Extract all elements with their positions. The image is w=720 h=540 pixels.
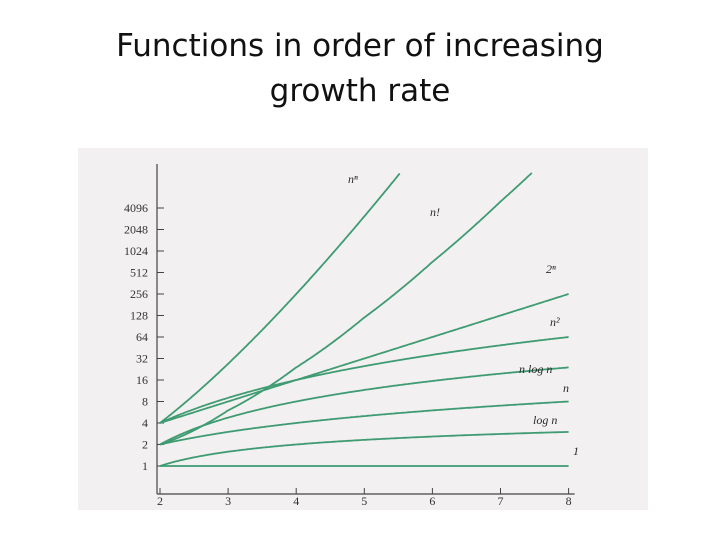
series-label-1: 1 [573, 444, 579, 458]
y-tick-label-11: 2048 [124, 223, 148, 237]
series-label-2-n: 2ⁿ [546, 262, 556, 276]
x-tick-label-5: 7 [498, 494, 504, 508]
series-line-n [159, 400, 569, 446]
y-tick-label-2: 4 [142, 416, 148, 430]
series-label-n-: n! [430, 205, 440, 219]
x-tick-label-4: 6 [429, 494, 435, 508]
y-tick-label-7: 128 [130, 309, 148, 323]
x-tick-label-6: 8 [566, 494, 572, 508]
series-line-2-n [159, 293, 569, 424]
y-tick-label-8: 256 [130, 287, 148, 301]
y-tick-label-3: 8 [142, 395, 148, 409]
slide-title: Functions in order of increasing growth … [60, 24, 660, 114]
series-label-n-2: n² [550, 315, 560, 329]
x-tick-label-0: 2 [157, 494, 163, 508]
growth-rate-chart: 1 2 4 8 16 32 64 128 256 512 1024 2048 4096 2 3 4 5 6 7 8 1 l… [124, 164, 579, 508]
y-tick-label-9: 512 [130, 266, 148, 280]
series-line-n-n [159, 172, 401, 424]
series-line-n-2 [159, 336, 569, 424]
x-tick-label-2: 4 [293, 494, 299, 508]
growth-rate-chart-panel: 1 2 4 8 16 32 64 128 256 512 1024 2048 4096 2 3 4 5 6 7 8 1 l… [78, 148, 648, 510]
y-tick-label-0: 1 [142, 459, 148, 473]
y-tick-label-12: 4096 [124, 201, 148, 215]
x-tick-label-3: 5 [361, 494, 367, 508]
y-tick-label-10: 1024 [124, 244, 148, 258]
series-line-n-log-n [159, 366, 569, 446]
series-label-n-log-n: n log n [519, 362, 552, 376]
slide-title-line-2: growth rate [269, 73, 451, 109]
y-tick-label-1: 2 [142, 438, 148, 452]
y-tick-label-6: 64 [136, 330, 148, 344]
series-label-n: n [563, 381, 569, 395]
series-label-log-n: log n [533, 413, 557, 427]
x-tick-label-1: 3 [225, 494, 231, 508]
y-tick-label-5: 32 [136, 352, 148, 366]
y-tick-label-4: 16 [136, 373, 148, 387]
series-line-log-n [159, 431, 569, 467]
series-line-n- [159, 172, 533, 446]
slide-title-line-1: Functions in order of increasing [116, 28, 604, 64]
series-label-n-n: nⁿ [348, 172, 358, 186]
